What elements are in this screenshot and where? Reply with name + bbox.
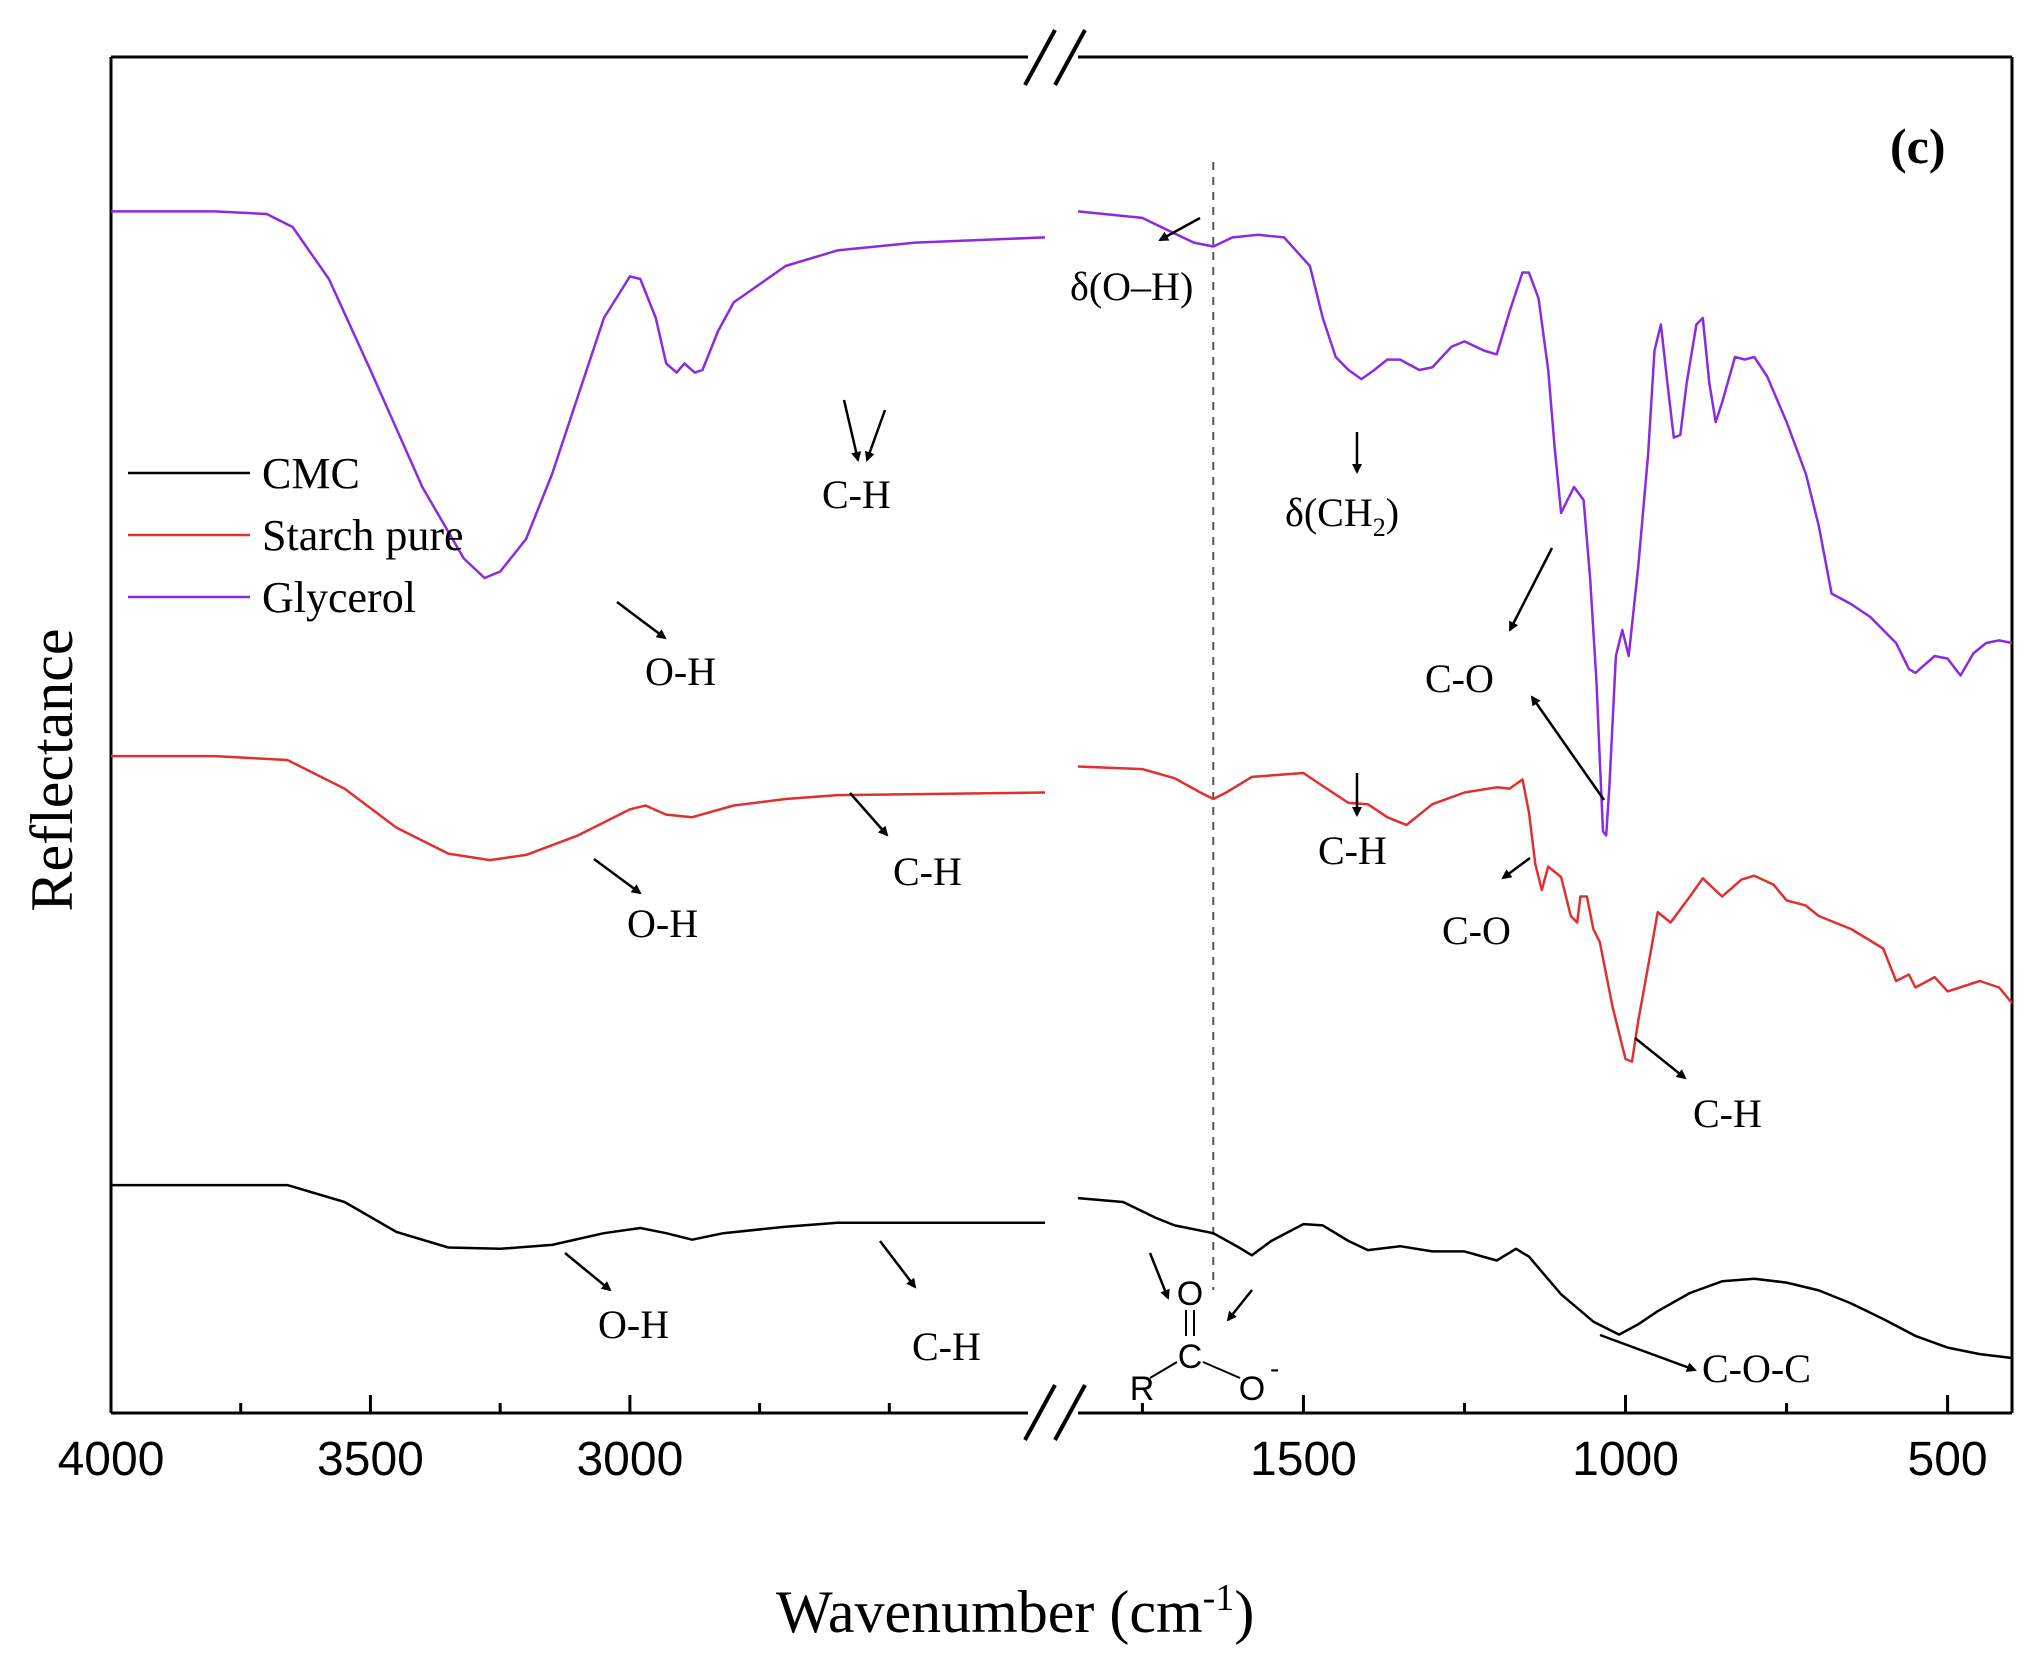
axis-break-marks — [1023, 29, 1087, 1441]
x-axis-tick-labels: 4000 3500 3000 1500 1000 500 — [58, 1433, 1988, 1486]
arrow-starch-ch3 — [1634, 1037, 1687, 1080]
arrow-glycerol-co-a — [1508, 547, 1554, 632]
arrow-glycerol-oh — [616, 601, 667, 640]
arrow-cmc-ch — [879, 1240, 917, 1289]
x-tick-label-500: 500 — [1908, 1433, 1988, 1486]
series-lines — [111, 210, 2013, 1360]
arrow-glycerol-ch-left — [842, 399, 862, 462]
arrow-starch-oh — [593, 857, 642, 895]
x-tick-label-3500: 3500 — [317, 1433, 424, 1486]
legend-label-cmc: CMC — [262, 449, 360, 498]
x-axis-title: Wavenumber (cm-1) — [776, 1577, 1254, 1645]
legend-entry-glycerol: Glycerol — [128, 573, 416, 622]
arrow-glycerol-co-b — [1530, 695, 1606, 801]
label-cmc-oh: O-H — [598, 1302, 669, 1347]
x-axis-ticks — [109, 1395, 1950, 1413]
panel-label: (c) — [1890, 118, 1946, 174]
label-glycerol-oh: O-H — [645, 649, 716, 694]
carboxylate-charge: - — [1270, 1353, 1279, 1384]
label-starch-ch3: C-H — [1693, 1091, 1762, 1136]
series-line-glycerol — [111, 210, 2013, 837]
arrow-cmc-coc — [1599, 1333, 1697, 1372]
label-cmc-coc: C-O-C — [1702, 1346, 1811, 1391]
legend-entry-cmc: CMC — [128, 449, 360, 498]
y-axis-title: Reflectance — [19, 628, 85, 911]
x-tick-label-3000: 3000 — [576, 1433, 683, 1486]
carboxylate-r: R — [1130, 1370, 1155, 1408]
carboxylate-structure: O C R O - — [1130, 1275, 1280, 1408]
label-glycerol-doh: δ(O–H) — [1070, 264, 1193, 309]
plot-frame — [109, 55, 2014, 1415]
arrow-starch-co — [1501, 856, 1531, 880]
annotation-labels: O-H C-H δ(O–H) δ(CH2) C-O O-H C-H C-H C-… — [598, 264, 1811, 1408]
arrow-cmc-oh — [564, 1252, 612, 1292]
x-tick-label-1500: 1500 — [1250, 1433, 1357, 1486]
label-starch-ch2: C-H — [1318, 828, 1387, 873]
carboxylate-c: C — [1178, 1338, 1203, 1376]
legend: CMC Starch pure Glycerol — [128, 449, 464, 622]
carboxylate-bond-o — [1202, 1361, 1241, 1379]
x-tick-label-4000: 4000 — [58, 1433, 165, 1486]
annotation-arrows — [564, 216, 1697, 1372]
carboxylate-bond-r — [1149, 1361, 1178, 1379]
legend-label-glycerol: Glycerol — [262, 573, 416, 622]
arrow-cmc-carboxylate-left — [1148, 1252, 1170, 1300]
carboxylate-o-top: O — [1177, 1275, 1203, 1313]
arrow-glycerol-doh — [1158, 216, 1201, 242]
label-glycerol-ch: C-H — [822, 472, 891, 517]
legend-entry-starch: Starch pure — [128, 511, 464, 560]
series-line-starch-pure — [111, 754, 2013, 1063]
label-starch-oh: O-H — [627, 901, 698, 946]
legend-label-starch: Starch pure — [262, 511, 464, 560]
arrow-starch-ch1 — [849, 792, 889, 837]
label-glycerol-dch2: δ(CH2) — [1285, 490, 1399, 542]
carboxylate-o-minus: O — [1239, 1370, 1265, 1408]
label-starch-co: C-O — [1442, 908, 1511, 953]
series-line-cmc — [111, 1183, 2013, 1360]
label-starch-ch1: C-H — [893, 849, 962, 894]
x-tick-label-1000: 1000 — [1572, 1433, 1679, 1486]
label-glycerol-co: C-O — [1425, 656, 1494, 701]
label-cmc-ch: C-H — [912, 1324, 981, 1369]
arrow-cmc-carboxylate-right — [1226, 1289, 1253, 1322]
arrow-glycerol-ch-right — [865, 409, 887, 462]
